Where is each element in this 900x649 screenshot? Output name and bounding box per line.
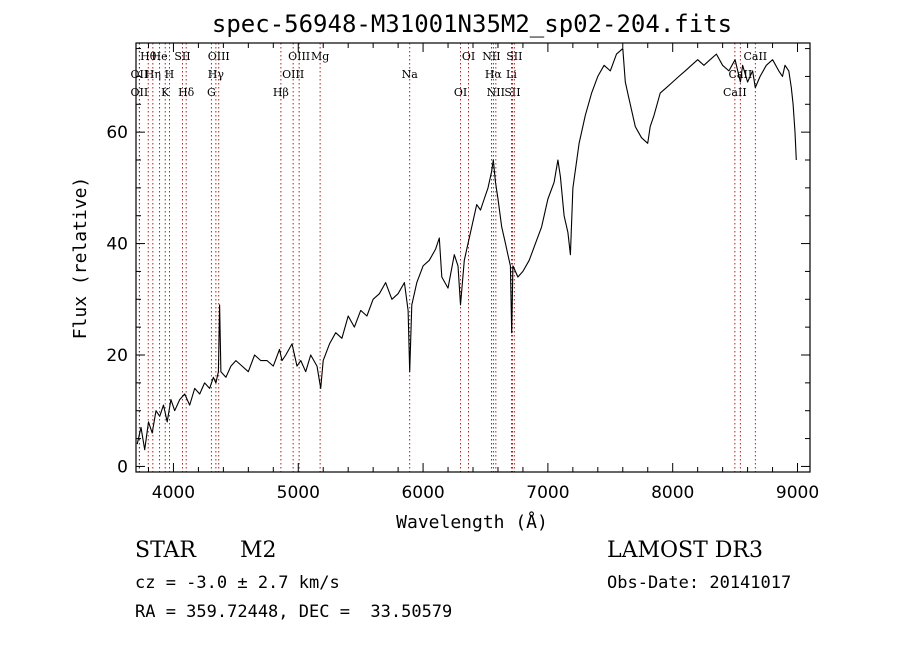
x-tick-label: 6000 — [401, 483, 444, 503]
marker-label: OI — [462, 50, 475, 63]
marker-label: OII — [131, 68, 149, 81]
marker-label: Hα — [485, 68, 503, 81]
x-tick-label: 7000 — [526, 483, 569, 503]
y-tick-label: 60 — [106, 123, 128, 143]
marker-label: CaII — [743, 50, 767, 63]
marker-label: G — [207, 86, 216, 99]
marker-label: Hβ — [273, 86, 289, 99]
marker-label: OIII — [288, 50, 310, 63]
obs-date: Obs-Date: 20141017 — [607, 573, 792, 593]
marker-label: H — [165, 68, 175, 81]
x-axis: 4000 5000 6000 7000 8000 9000 — [147, 43, 819, 503]
marker-label: Hγ — [208, 68, 225, 81]
x-tick-label: 9000 — [776, 483, 819, 503]
marker-label: OIII — [282, 68, 304, 81]
y-tick-label: 0 — [117, 457, 128, 477]
marker-label: Li — [506, 68, 517, 81]
plot-area — [135, 42, 811, 473]
marker-label: NII — [487, 86, 505, 99]
marker-label: OIII — [208, 50, 230, 63]
marker-label: Mg — [311, 50, 329, 63]
marker-label: OI — [454, 86, 467, 99]
x-tick-label: 8000 — [651, 483, 694, 503]
flux-series-line — [136, 48, 797, 451]
x-tick-label: 5000 — [277, 483, 320, 503]
marker-label: NII — [482, 50, 500, 63]
survey-label: LAMOST DR3 — [607, 538, 763, 563]
cz-readout: cz = -3.0 ± 2.7 km/s — [135, 573, 340, 593]
star-subclass: M2 — [240, 538, 277, 563]
marker-label: Hη — [145, 68, 161, 81]
marker-label: CaII — [723, 86, 747, 99]
chart-title: spec-56948-M31001N35M2_sp02-204.fits — [212, 10, 732, 38]
y-axis-label: Flux (relative) — [70, 177, 91, 340]
marker-label: Na — [402, 68, 419, 81]
plot-frame — [135, 42, 811, 473]
y-tick-label: 40 — [106, 235, 128, 255]
line-markers: HθOIIOIIHeHηKSIIHHδOIIIHγGOIIIOIIIHβMgNa… — [131, 43, 767, 472]
y-axis: 0 20 40 60 — [106, 48, 810, 477]
star-class: STAR — [135, 538, 196, 563]
marker-label: OII — [131, 86, 149, 99]
marker-label: SII — [506, 50, 522, 63]
marker-label: Hδ — [178, 86, 195, 99]
y-tick-label: 20 — [106, 346, 128, 366]
marker-label: K — [161, 86, 170, 99]
x-tick-label: 4000 — [152, 483, 195, 503]
coordinates-readout: RA = 359.72448, DEC = 33.50579 — [135, 602, 453, 622]
marker-label: He — [152, 50, 168, 63]
marker-label: SII — [504, 86, 520, 99]
marker-label: SII — [174, 50, 190, 63]
x-axis-label: Wavelength (Å) — [396, 511, 548, 533]
